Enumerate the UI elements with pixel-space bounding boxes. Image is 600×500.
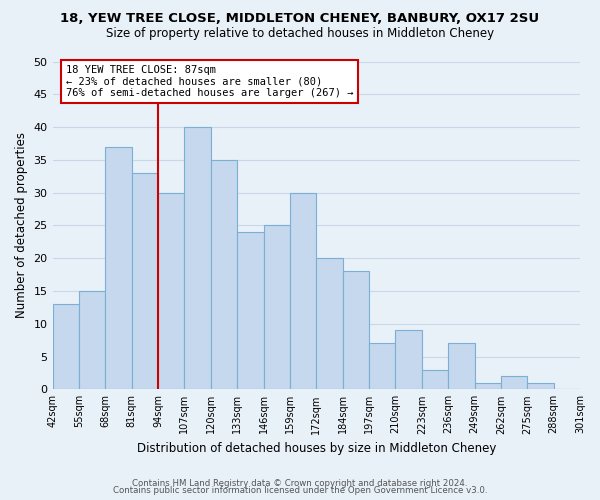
Bar xyxy=(527,382,554,390)
Bar xyxy=(422,370,448,390)
Bar xyxy=(263,226,290,390)
Text: Contains public sector information licensed under the Open Government Licence v3: Contains public sector information licen… xyxy=(113,486,487,495)
Bar xyxy=(448,344,475,390)
Bar xyxy=(131,173,158,390)
Bar xyxy=(395,330,422,390)
Bar xyxy=(343,272,369,390)
Bar xyxy=(79,291,105,390)
Bar xyxy=(105,146,131,390)
X-axis label: Distribution of detached houses by size in Middleton Cheney: Distribution of detached houses by size … xyxy=(137,442,496,455)
Text: Size of property relative to detached houses in Middleton Cheney: Size of property relative to detached ho… xyxy=(106,28,494,40)
Bar xyxy=(53,304,79,390)
Text: 18 YEW TREE CLOSE: 87sqm
← 23% of detached houses are smaller (80)
76% of semi-d: 18 YEW TREE CLOSE: 87sqm ← 23% of detach… xyxy=(66,65,353,98)
Bar xyxy=(475,382,501,390)
Bar xyxy=(501,376,527,390)
Bar xyxy=(184,127,211,390)
Text: Contains HM Land Registry data © Crown copyright and database right 2024.: Contains HM Land Registry data © Crown c… xyxy=(132,478,468,488)
Text: 18, YEW TREE CLOSE, MIDDLETON CHENEY, BANBURY, OX17 2SU: 18, YEW TREE CLOSE, MIDDLETON CHENEY, BA… xyxy=(61,12,539,26)
Y-axis label: Number of detached properties: Number of detached properties xyxy=(15,132,28,318)
Bar xyxy=(316,258,343,390)
Bar xyxy=(369,344,395,390)
Bar xyxy=(237,232,263,390)
Bar xyxy=(290,192,316,390)
Bar xyxy=(211,160,237,390)
Bar xyxy=(158,192,184,390)
